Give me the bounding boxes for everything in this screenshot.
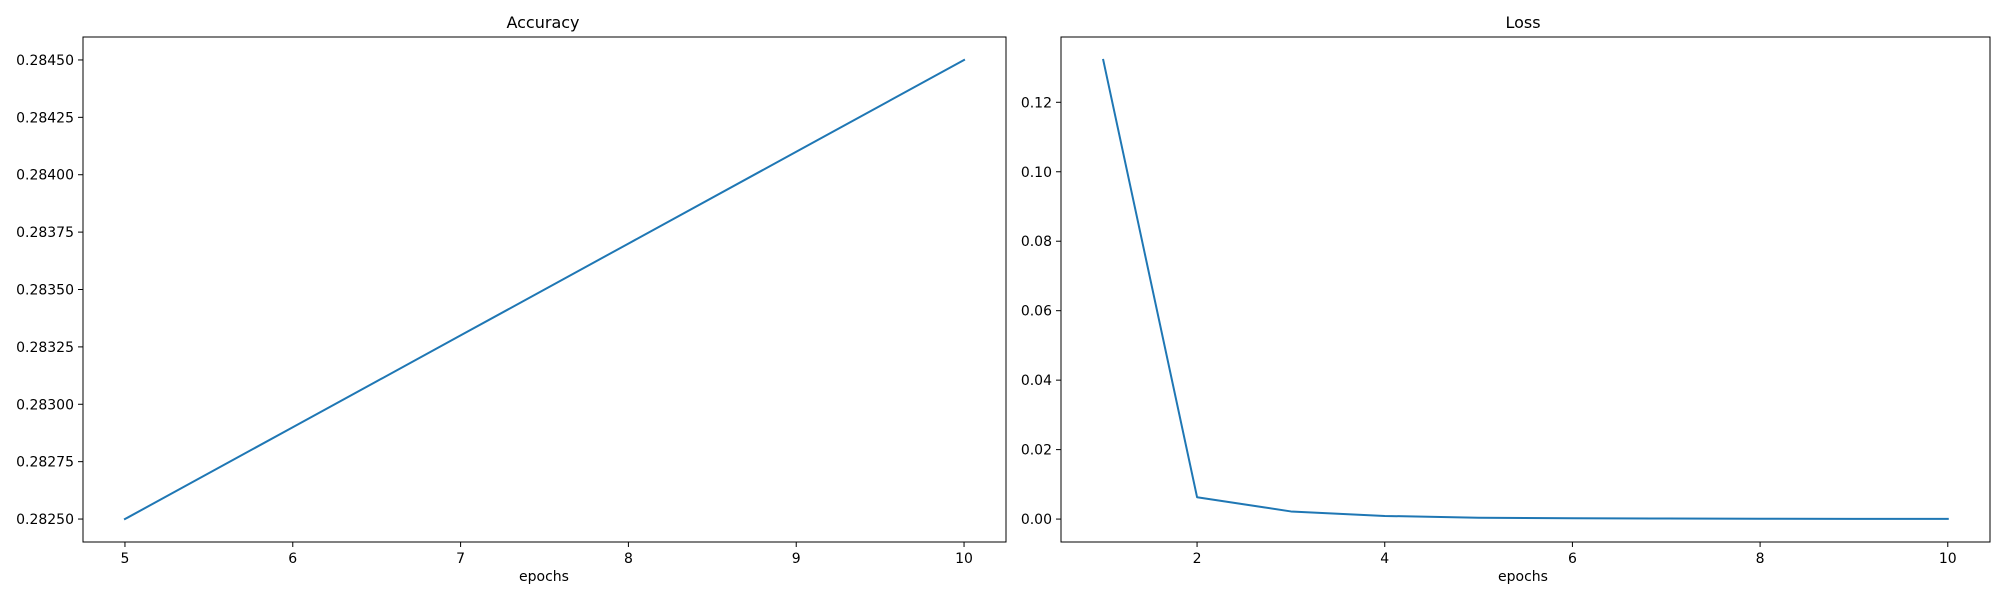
accuracy-x-tick-label: 6 — [288, 551, 297, 567]
accuracy-y-tick-label: 0.28250 — [16, 512, 74, 528]
accuracy-x-axis-label: epochs — [519, 569, 569, 585]
accuracy-series-line — [123, 58, 966, 521]
accuracy-y-tick-label: 0.28400 — [16, 168, 74, 184]
accuracy-x-tick-label: 5 — [120, 551, 129, 567]
loss-y-tick-label: 0.06 — [1021, 304, 1052, 320]
accuracy-y-tick-label: 0.28275 — [16, 455, 74, 471]
loss-x-tick-label: 2 — [1193, 551, 1202, 567]
loss-chart: Loss 2 4 6 8 100.000.020.040.060.080.100.12 … — [1021, 13, 1991, 585]
accuracy-y-tick-label: 0.28300 — [16, 397, 74, 413]
loss-y-tick-label: 0.04 — [1021, 373, 1052, 389]
loss-y-tick-label: 0.02 — [1021, 443, 1052, 459]
accuracy-y-tick-label: 0.28450 — [16, 53, 74, 69]
accuracy-y-tick-label: 0.28350 — [16, 283, 74, 299]
accuracy-plot-area — [82, 36, 1007, 543]
loss-x-axis-label: epochs — [1498, 569, 1548, 585]
accuracy-y-tick-label: 0.28375 — [16, 225, 74, 241]
loss-plot-area — [1060, 36, 1991, 543]
accuracy-x-tick-label: 7 — [456, 551, 465, 567]
loss-y-tick-label: 0.12 — [1021, 95, 1052, 111]
loss-x-tick-label: 8 — [1756, 551, 1765, 567]
accuracy-x-tick-label: 10 — [955, 551, 973, 567]
loss-x-tick-label: 4 — [1380, 551, 1389, 567]
loss-chart-title: Loss — [1505, 13, 1540, 32]
accuracy-y-tick-label: 0.28425 — [16, 110, 74, 126]
accuracy-x-tick-label: 9 — [792, 551, 801, 567]
accuracy-y-tick-label: 0.28325 — [16, 340, 74, 356]
loss-y-tick-label: 0.00 — [1021, 512, 1052, 528]
loss-x-tick-label: 6 — [1568, 551, 1577, 567]
accuracy-chart-title: Accuracy — [506, 13, 579, 32]
loss-x-tick-label: 10 — [1939, 551, 1957, 567]
loss-series-line — [1102, 58, 1949, 520]
loss-y-tick-label: 0.10 — [1021, 165, 1052, 181]
accuracy-chart: Accuracy 5 6 7 8 9 10 0.28250 0.28275 0.28300 0.2… — [16, 13, 1007, 585]
accuracy-x-tick-label: 8 — [624, 551, 633, 567]
loss-y-tick-label: 0.08 — [1021, 234, 1052, 250]
